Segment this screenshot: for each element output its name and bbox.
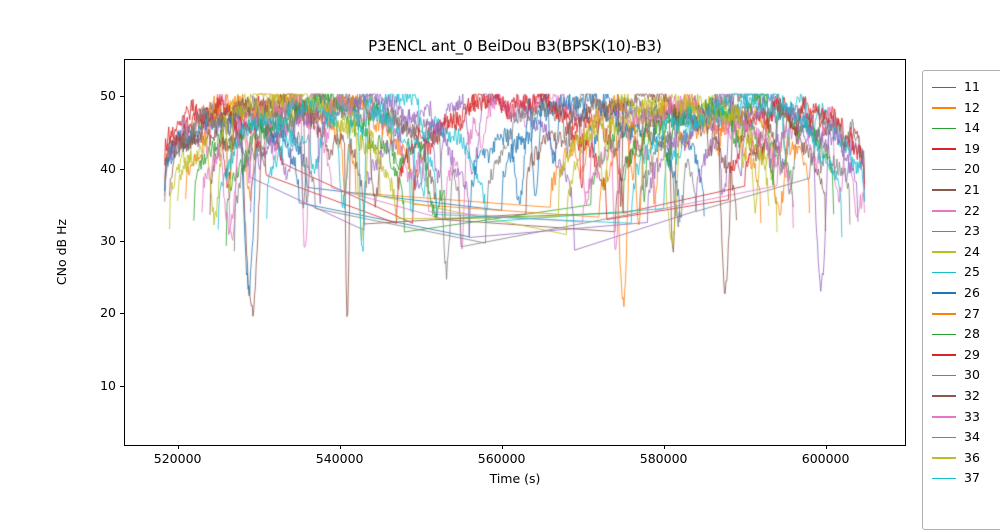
legend-item: 11 <box>932 77 1000 98</box>
legend-item: 36 <box>932 448 1000 469</box>
legend-line-swatch <box>932 477 956 480</box>
y-tick-label: 40 <box>100 160 116 176</box>
legend-item: 32 <box>932 386 1000 407</box>
legend-line-swatch <box>932 354 956 356</box>
x-tick-label: 520000 <box>153 451 202 466</box>
legend-line-swatch <box>932 271 956 274</box>
x-axis-label: Time (s) <box>489 471 541 486</box>
y-tick-label: 20 <box>100 305 116 321</box>
y-tick-mark <box>120 96 124 98</box>
legend-item: 23 <box>932 221 1000 242</box>
legend-label: 12 <box>964 99 980 115</box>
legend-item: 26 <box>932 283 1000 304</box>
legend-label: 14 <box>964 120 980 136</box>
legend-line-swatch <box>932 107 956 109</box>
y-axis-label: CNo dB Hz <box>54 218 69 286</box>
legend-line-swatch <box>932 313 956 315</box>
legend-item: 20 <box>932 159 1000 180</box>
x-tick-label: 540000 <box>315 451 364 466</box>
legend-label: 33 <box>964 408 980 424</box>
legend-label: 27 <box>964 305 980 321</box>
legend-line-swatch <box>932 230 956 233</box>
x-tick-mark <box>177 445 179 449</box>
legend-item: 29 <box>932 345 1000 366</box>
legend-label: 25 <box>964 264 980 280</box>
legend-item: 22 <box>932 201 1000 222</box>
legend-label: 23 <box>964 223 980 239</box>
legend-label: 32 <box>964 387 980 403</box>
legend-item: 37 <box>932 468 1000 489</box>
legend-label: 30 <box>964 367 980 383</box>
legend-label: 22 <box>964 202 980 218</box>
legend-label: 26 <box>964 284 980 300</box>
legend-line-swatch <box>932 333 956 336</box>
legend-item: 19 <box>932 139 1000 160</box>
y-tick-label: 50 <box>100 88 116 104</box>
x-tick-mark <box>339 445 341 449</box>
x-tick-mark <box>825 445 827 449</box>
x-tick-label: 600000 <box>801 451 850 466</box>
legend-line-swatch <box>932 416 956 418</box>
legend-line-swatch <box>932 86 956 89</box>
chart-title: P3ENCL ant_0 BeiDou B3(BPSK(10)-B3) <box>368 37 662 55</box>
legend-line-swatch <box>932 148 956 150</box>
legend-item: 34 <box>932 427 1000 448</box>
legend-line-swatch <box>932 210 956 212</box>
y-tick-label: 10 <box>100 377 116 393</box>
legend-line-swatch <box>932 127 956 130</box>
legend-line-swatch <box>932 292 956 295</box>
legend-label: 29 <box>964 346 980 362</box>
legend-line-swatch <box>932 168 956 171</box>
legend-line-swatch <box>932 189 956 192</box>
legend-label: 37 <box>964 470 980 486</box>
y-tick-mark <box>120 240 124 242</box>
legend-item: 21 <box>932 180 1000 201</box>
legend-label: 20 <box>964 161 980 177</box>
legend-line-swatch <box>932 374 956 377</box>
legend-item: 14 <box>932 118 1000 139</box>
legend-item: 12 <box>932 98 1000 119</box>
legend-label: 19 <box>964 140 980 156</box>
legend-item: 28 <box>932 324 1000 345</box>
x-tick-label: 580000 <box>639 451 688 466</box>
legend-item: 33 <box>932 407 1000 428</box>
legend-line-swatch <box>932 457 956 459</box>
x-tick-mark <box>663 445 665 449</box>
plot-canvas <box>125 60 905 445</box>
x-tick-mark <box>501 445 503 449</box>
legend-item: 24 <box>932 242 1000 263</box>
figure: P3ENCL ant_0 BeiDou B3(BPSK(10)-B3) CNo … <box>54 37 1000 530</box>
legend-line-swatch <box>932 251 956 253</box>
legend-line-swatch <box>932 395 956 397</box>
legend-label: 21 <box>964 182 980 198</box>
y-tick-mark <box>120 385 124 387</box>
legend-label: 36 <box>964 449 980 465</box>
legend-item: 25 <box>932 262 1000 283</box>
legend-label: 11 <box>964 79 980 95</box>
y-tick-mark <box>120 313 124 315</box>
legend-item: 27 <box>932 304 1000 325</box>
x-tick-label: 560000 <box>477 451 526 466</box>
legend-label: 28 <box>964 326 980 342</box>
y-tick-mark <box>120 168 124 170</box>
legend: 11 12 14 19 20 21 22 23 24 25 26 27 28 29 30 32 33 34 36 37 <box>922 70 1000 530</box>
legend-line-swatch <box>932 436 956 439</box>
legend-item: 30 <box>932 365 1000 386</box>
y-tick-label: 30 <box>100 232 116 248</box>
legend-label: 24 <box>964 243 980 259</box>
legend-label: 34 <box>964 429 980 445</box>
